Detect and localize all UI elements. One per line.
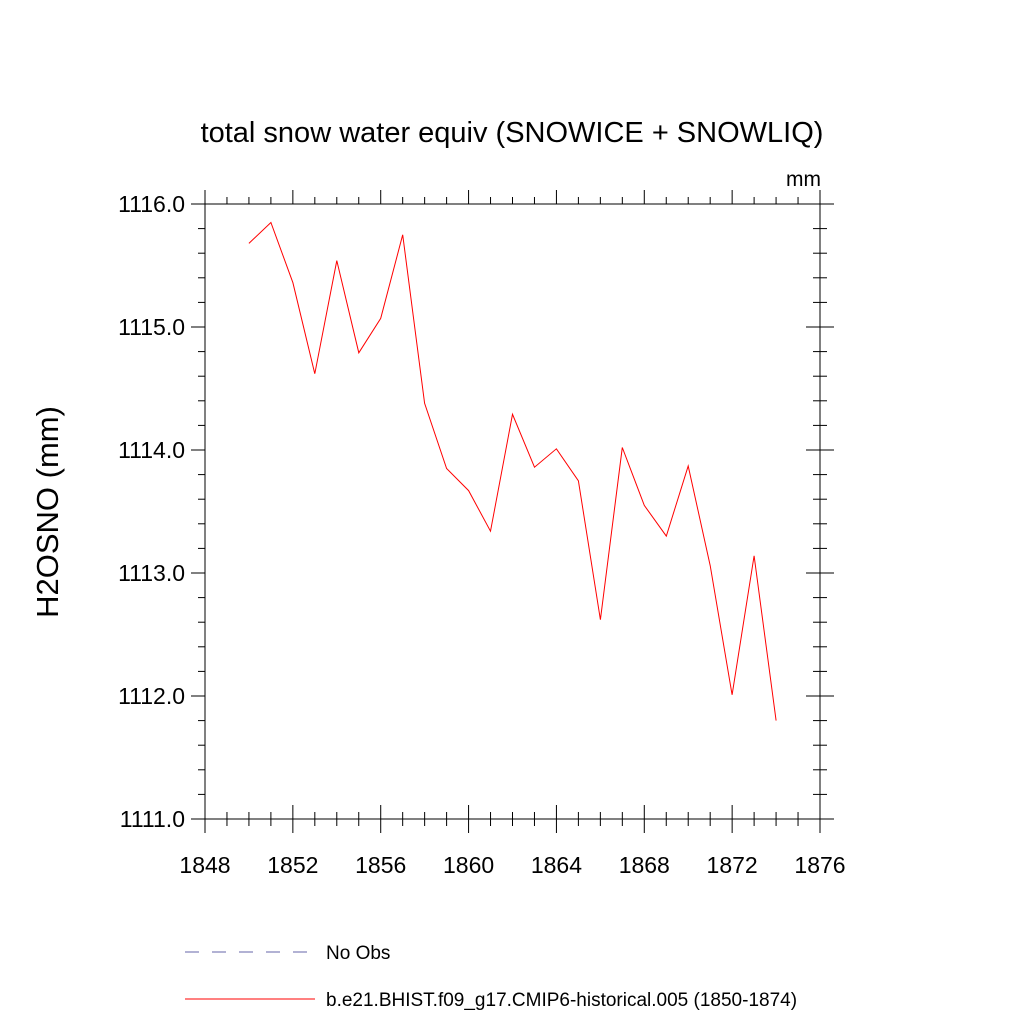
- legend-label-1: b.e21.BHIST.f09_g17.CMIP6-historical.005…: [326, 990, 797, 1011]
- x-tick-label: 1868: [619, 852, 670, 878]
- x-tick-label: 1852: [267, 852, 318, 878]
- y-tick-label: 1114.0: [118, 437, 185, 463]
- y-tick-label: 1113.0: [118, 560, 185, 586]
- y-axis-label: H2OSNO (mm): [30, 406, 65, 618]
- x-tick-label: 1848: [179, 852, 230, 878]
- y-tick-label: 1116.0: [118, 191, 185, 217]
- x-tick-label: 1860: [443, 852, 494, 878]
- x-tick-label: 1864: [531, 852, 582, 878]
- axis-ticks: [191, 190, 834, 833]
- y-tick-label: 1111.0: [120, 806, 185, 832]
- y-tick-label: 1115.0: [118, 314, 185, 340]
- plot-frame: [204, 203, 821, 820]
- legend: No Obs b.e21.BHIST.f09_g17.CMIP6-historic…: [185, 943, 797, 1011]
- y-tick-label: 1112.0: [118, 683, 185, 709]
- x-tick-labels: 1848 1852 1856 1860 1864 1868 1872 1876: [179, 852, 845, 878]
- y-tick-labels: 1111.0 1112.0 1113.0 1114.0 1115.0 1116.0: [118, 191, 185, 832]
- x-tick-label: 1876: [794, 852, 845, 878]
- x-tick-label: 1872: [707, 852, 758, 878]
- series-layer: [248, 221, 777, 721]
- series-line-1: [248, 221, 777, 721]
- units-label: mm: [786, 168, 821, 191]
- x-tick-label: 1856: [355, 852, 406, 878]
- legend-label-0: No Obs: [326, 943, 390, 964]
- chart-title: total snow water equiv (SNOWICE + SNOWLI…: [201, 117, 824, 149]
